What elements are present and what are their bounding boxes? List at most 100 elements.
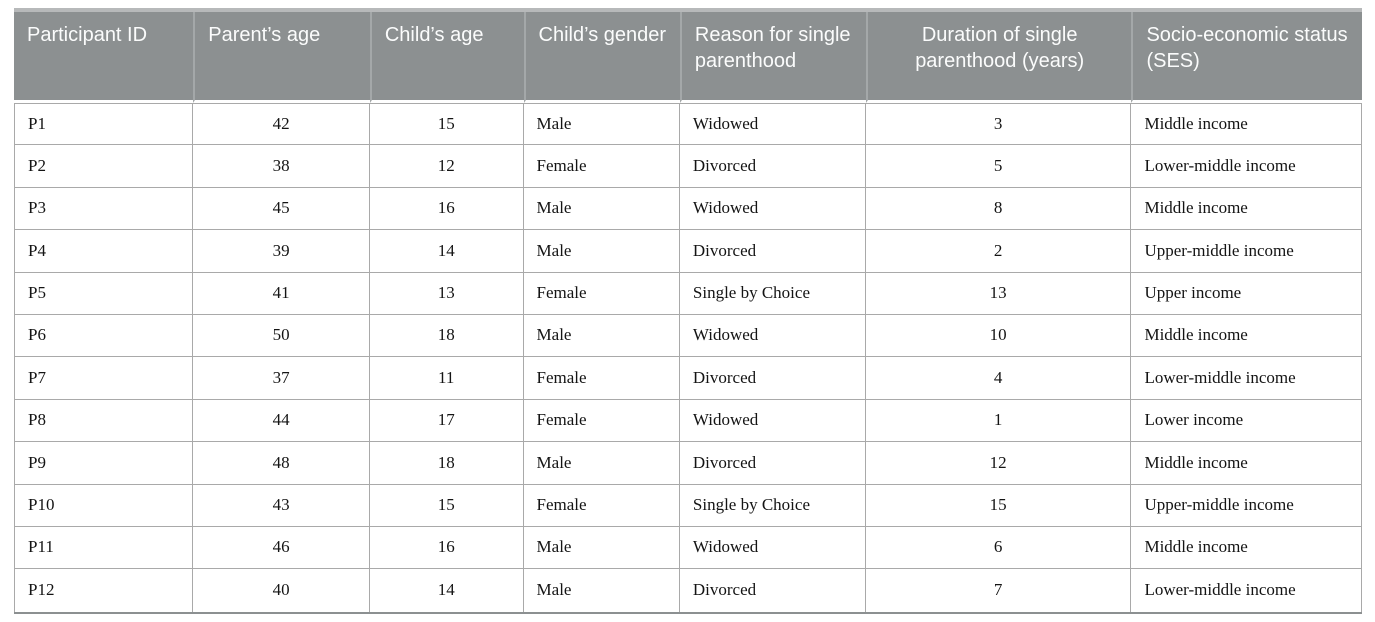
cell-duration-of-single-parenthood: 10 xyxy=(865,314,1132,358)
cell-duration-of-single-parenthood: 6 xyxy=(865,526,1132,570)
cell-reason-for-single-parenthood: Divorced xyxy=(679,442,866,485)
cell-participant-id: P11 xyxy=(14,526,194,570)
cell-reason-for-single-parenthood: Widowed xyxy=(679,399,866,443)
cell-parents-age: 50 xyxy=(193,314,370,358)
table-row: P12 40 14 Male Divorced 7 Lower-middle income xyxy=(14,569,1362,612)
cell-duration-of-single-parenthood: 3 xyxy=(865,103,1132,146)
cell-socio-economic-status: Lower income xyxy=(1131,399,1362,443)
table-row: P6 50 18 Male Widowed 10 Middle income xyxy=(14,314,1362,358)
cell-duration-of-single-parenthood: 8 xyxy=(865,187,1132,231)
cell-participant-id: P8 xyxy=(14,399,194,443)
column-header-participant-id: Participant ID xyxy=(14,12,194,103)
cell-childs-age: 12 xyxy=(369,145,524,188)
table-row: P7 37 11 Female Divorced 4 Lower-middle income xyxy=(14,357,1362,400)
cell-parents-age: 40 xyxy=(193,569,370,612)
cell-duration-of-single-parenthood: 7 xyxy=(865,569,1132,612)
cell-childs-age: 18 xyxy=(369,442,524,485)
cell-socio-economic-status: Middle income xyxy=(1131,187,1362,231)
table-row: P1 42 15 Male Widowed 3 Middle income xyxy=(14,103,1362,146)
cell-participant-id: P1 xyxy=(14,103,194,146)
cell-reason-for-single-parenthood: Single by Choice xyxy=(679,484,866,527)
table-row: P3 45 16 Male Widowed 8 Middle income xyxy=(14,187,1362,231)
cell-reason-for-single-parenthood: Widowed xyxy=(679,526,866,570)
column-header-parents-age: Parent’s age xyxy=(193,12,370,103)
cell-childs-age: 11 xyxy=(369,357,524,400)
cell-childs-age: 16 xyxy=(369,187,524,231)
cell-reason-for-single-parenthood: Widowed xyxy=(679,187,866,231)
column-header-childs-age: Child’s age xyxy=(369,12,524,103)
cell-childs-gender: Male xyxy=(523,442,680,485)
cell-reason-for-single-parenthood: Single by Choice xyxy=(679,272,866,315)
cell-participant-id: P12 xyxy=(14,569,194,612)
cell-participant-id: P2 xyxy=(14,145,194,188)
cell-parents-age: 43 xyxy=(193,484,370,527)
cell-socio-economic-status: Middle income xyxy=(1131,314,1362,358)
table-row: P4 39 14 Male Divorced 2 Upper-middle income xyxy=(14,230,1362,273)
cell-childs-gender: Male xyxy=(523,230,680,273)
cell-socio-economic-status: Middle income xyxy=(1131,442,1362,485)
cell-childs-age: 15 xyxy=(369,484,524,527)
column-header-socio-economic-status: Socio-economic status (SES) xyxy=(1131,12,1362,103)
table-header-row: Participant ID Parent’s age Child’s age … xyxy=(14,12,1362,103)
cell-duration-of-single-parenthood: 5 xyxy=(865,145,1132,188)
cell-childs-age: 14 xyxy=(369,569,524,612)
cell-reason-for-single-parenthood: Divorced xyxy=(679,145,866,188)
column-header-reason-for-single-parenthood: Reason for single parenthood xyxy=(679,12,866,103)
cell-childs-gender: Female xyxy=(523,484,680,527)
cell-participant-id: P6 xyxy=(14,314,194,358)
cell-parents-age: 39 xyxy=(193,230,370,273)
cell-duration-of-single-parenthood: 4 xyxy=(865,357,1132,400)
cell-reason-for-single-parenthood: Divorced xyxy=(679,357,866,400)
participants-table-container: Participant ID Parent’s age Child’s age … xyxy=(14,8,1362,614)
cell-parents-age: 46 xyxy=(193,526,370,570)
table-row: P5 41 13 Female Single by Choice 13 Upper inco… xyxy=(14,272,1362,315)
cell-participant-id: P7 xyxy=(14,357,194,400)
table-row: P11 46 16 Male Widowed 6 Middle income xyxy=(14,526,1362,570)
cell-childs-age: 17 xyxy=(369,399,524,443)
cell-participant-id: P4 xyxy=(14,230,194,273)
cell-socio-economic-status: Lower-middle income xyxy=(1131,569,1362,612)
cell-childs-age: 13 xyxy=(369,272,524,315)
cell-participant-id: P3 xyxy=(14,187,194,231)
cell-parents-age: 38 xyxy=(193,145,370,188)
table-row: P10 43 15 Female Single by Choice 15 Upper-mid… xyxy=(14,484,1362,527)
cell-socio-economic-status: Lower-middle income xyxy=(1131,145,1362,188)
cell-socio-economic-status: Upper income xyxy=(1131,272,1362,315)
cell-duration-of-single-parenthood: 15 xyxy=(865,484,1132,527)
cell-parents-age: 44 xyxy=(193,399,370,443)
column-header-duration-of-single-parenthood: Duration of single parenthood (years) xyxy=(865,12,1132,103)
table-body: P1 42 15 Male Widowed 3 Middle income P2 38 12 Fem… xyxy=(14,103,1362,612)
cell-childs-age: 18 xyxy=(369,314,524,358)
table-row: P9 48 18 Male Divorced 12 Middle income xyxy=(14,442,1362,485)
cell-socio-economic-status: Upper-middle income xyxy=(1131,230,1362,273)
participants-table: Participant ID Parent’s age Child’s age … xyxy=(14,12,1362,612)
table-row: P8 44 17 Female Widowed 1 Lower income xyxy=(14,399,1362,443)
cell-reason-for-single-parenthood: Widowed xyxy=(679,103,866,146)
cell-childs-age: 16 xyxy=(369,526,524,570)
cell-childs-gender: Male xyxy=(523,526,680,570)
table-row: P2 38 12 Female Divorced 5 Lower-middle income xyxy=(14,145,1362,188)
cell-socio-economic-status: Middle income xyxy=(1131,103,1362,146)
cell-childs-gender: Male xyxy=(523,187,680,231)
cell-reason-for-single-parenthood: Divorced xyxy=(679,569,866,612)
cell-childs-gender: Male xyxy=(523,103,680,146)
cell-socio-economic-status: Upper-middle income xyxy=(1131,484,1362,527)
cell-parents-age: 42 xyxy=(193,103,370,146)
cell-childs-gender: Female xyxy=(523,272,680,315)
cell-parents-age: 37 xyxy=(193,357,370,400)
cell-childs-age: 15 xyxy=(369,103,524,146)
cell-childs-gender: Female xyxy=(523,357,680,400)
cell-reason-for-single-parenthood: Widowed xyxy=(679,314,866,358)
cell-reason-for-single-parenthood: Divorced xyxy=(679,230,866,273)
cell-childs-gender: Female xyxy=(523,399,680,443)
cell-participant-id: P5 xyxy=(14,272,194,315)
cell-socio-economic-status: Lower-middle income xyxy=(1131,357,1362,400)
cell-socio-economic-status: Middle income xyxy=(1131,526,1362,570)
cell-childs-gender: Female xyxy=(523,145,680,188)
cell-duration-of-single-parenthood: 1 xyxy=(865,399,1132,443)
cell-childs-gender: Male xyxy=(523,314,680,358)
cell-participant-id: P10 xyxy=(14,484,194,527)
cell-parents-age: 41 xyxy=(193,272,370,315)
table-header: Participant ID Parent’s age Child’s age … xyxy=(14,12,1362,103)
cell-parents-age: 48 xyxy=(193,442,370,485)
